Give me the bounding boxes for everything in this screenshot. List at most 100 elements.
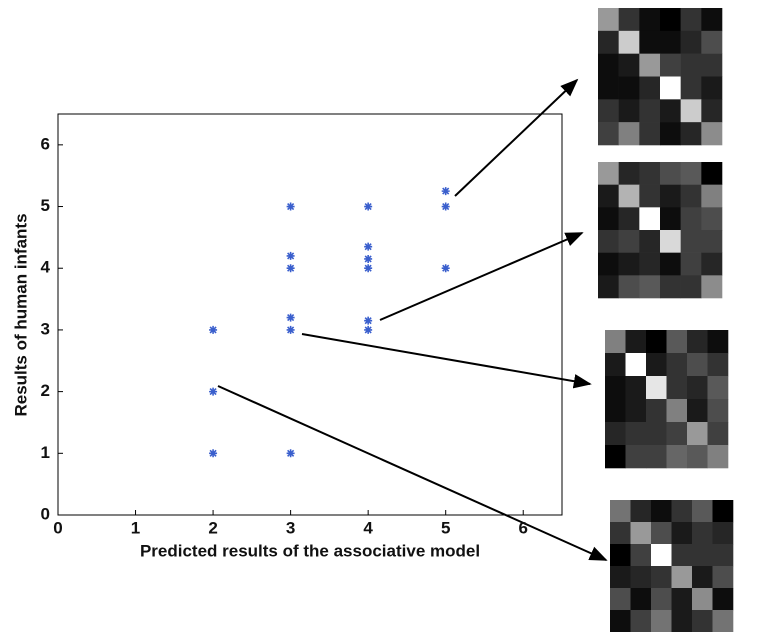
data-point bbox=[364, 264, 373, 273]
heatmap-cell bbox=[625, 376, 647, 400]
heatmap-cell bbox=[660, 184, 681, 208]
heatmap-cell bbox=[625, 353, 647, 377]
heatmap-cell bbox=[680, 207, 702, 231]
heatmap-cell bbox=[707, 330, 729, 354]
heatmap-cell bbox=[598, 53, 619, 77]
heatmap-cell bbox=[610, 522, 631, 545]
heatmap bbox=[605, 330, 729, 469]
heatmap-cell bbox=[660, 252, 681, 276]
heatmap-cell bbox=[618, 8, 640, 32]
heatmap-cell bbox=[639, 30, 661, 54]
heatmap-cell bbox=[680, 30, 702, 54]
heatmap-cell bbox=[605, 353, 626, 377]
data-point bbox=[286, 264, 295, 273]
heatmap bbox=[598, 162, 723, 299]
x-tick-label: 5 bbox=[441, 518, 450, 537]
heatmap-cell bbox=[598, 275, 619, 299]
data-point bbox=[209, 325, 218, 334]
heatmap-cell bbox=[660, 162, 681, 185]
heatmap-cell bbox=[618, 252, 640, 276]
heatmap-cell bbox=[671, 500, 693, 523]
heatmap-cell bbox=[692, 500, 713, 523]
heatmap-cell bbox=[598, 30, 619, 54]
heatmap-cell bbox=[651, 588, 672, 611]
y-tick-label: 6 bbox=[41, 134, 50, 153]
heatmap-cell bbox=[646, 422, 667, 446]
heatmap-cell bbox=[651, 500, 672, 523]
heatmap-cell bbox=[687, 330, 708, 354]
arrow bbox=[217, 385, 608, 561]
data-point bbox=[286, 313, 295, 322]
y-tick-label: 1 bbox=[41, 443, 50, 462]
heatmap-cell bbox=[680, 184, 702, 208]
heatmap-cell bbox=[712, 588, 734, 611]
heatmap-cell bbox=[680, 53, 702, 77]
heatmap-cell bbox=[671, 610, 693, 632]
heatmap-cell bbox=[680, 275, 702, 299]
x-axis-label: Predicted results of the associative mod… bbox=[140, 541, 480, 560]
heatmap-cell bbox=[610, 500, 631, 523]
heatmap-cell bbox=[618, 230, 640, 253]
heatmap-cell bbox=[630, 522, 652, 545]
heatmap-cell bbox=[630, 610, 652, 632]
heatmap-cell bbox=[680, 252, 702, 276]
heatmap-cell bbox=[660, 76, 681, 100]
heatmap-cell bbox=[680, 8, 702, 32]
heatmap-cell bbox=[630, 544, 652, 567]
heatmap-cell bbox=[712, 610, 734, 632]
heatmap-cell bbox=[701, 99, 723, 123]
data-point bbox=[441, 187, 450, 196]
heatmap-cell bbox=[625, 330, 647, 354]
heatmap-cell bbox=[598, 8, 619, 32]
heatmap-cell bbox=[646, 376, 667, 400]
heatmap-cell bbox=[630, 588, 652, 611]
heatmap-cell bbox=[660, 230, 681, 253]
heatmap-cell bbox=[646, 445, 667, 469]
y-axis-label: Results of human infants bbox=[11, 213, 30, 416]
heatmap-cell bbox=[680, 99, 702, 123]
heatmap-cell bbox=[598, 122, 619, 146]
heatmap-cell bbox=[660, 30, 681, 54]
data-point bbox=[209, 387, 218, 396]
heatmap-cell bbox=[651, 544, 672, 567]
heatmap-cell bbox=[712, 522, 734, 545]
heatmap-cell bbox=[687, 422, 708, 446]
heatmap-cell bbox=[701, 275, 723, 299]
heatmap-cell bbox=[618, 99, 640, 123]
y-tick-label: 5 bbox=[41, 196, 50, 215]
heatmap-cell bbox=[660, 99, 681, 123]
heatmap-cell bbox=[630, 566, 652, 589]
heatmap-cell bbox=[692, 522, 713, 545]
heatmap-cell bbox=[671, 522, 693, 545]
heatmap-cell bbox=[701, 53, 723, 77]
heatmap-cell bbox=[701, 122, 723, 146]
heatmap-cell bbox=[639, 122, 661, 146]
heatmap-cell bbox=[701, 184, 723, 208]
heatmap-cell bbox=[610, 566, 631, 589]
plot-frame bbox=[57, 113, 563, 516]
heatmap-cell bbox=[598, 207, 619, 231]
heatmap-cell bbox=[680, 122, 702, 146]
data-point bbox=[286, 325, 295, 334]
heatmap-cell bbox=[701, 207, 723, 231]
heatmap-cell bbox=[651, 566, 672, 589]
heatmap bbox=[610, 500, 734, 632]
heatmap-cell bbox=[701, 76, 723, 100]
x-tick-label: 3 bbox=[286, 518, 295, 537]
heatmap-cell bbox=[618, 122, 640, 146]
heatmap-cell bbox=[639, 8, 661, 32]
heatmap-cell bbox=[639, 76, 661, 100]
y-tick-label: 3 bbox=[41, 319, 50, 338]
heatmap-cell bbox=[701, 8, 723, 32]
heatmap-cell bbox=[639, 230, 661, 253]
heatmap-cell bbox=[625, 422, 647, 446]
x-tick-label: 1 bbox=[131, 518, 140, 537]
heatmap-cell bbox=[618, 53, 640, 77]
data-point bbox=[364, 316, 373, 325]
heatmap-cell bbox=[598, 184, 619, 208]
heatmap-cell bbox=[666, 353, 688, 377]
heatmap-cell bbox=[707, 422, 729, 446]
heatmap-cell bbox=[598, 162, 619, 185]
data-point bbox=[364, 242, 373, 251]
